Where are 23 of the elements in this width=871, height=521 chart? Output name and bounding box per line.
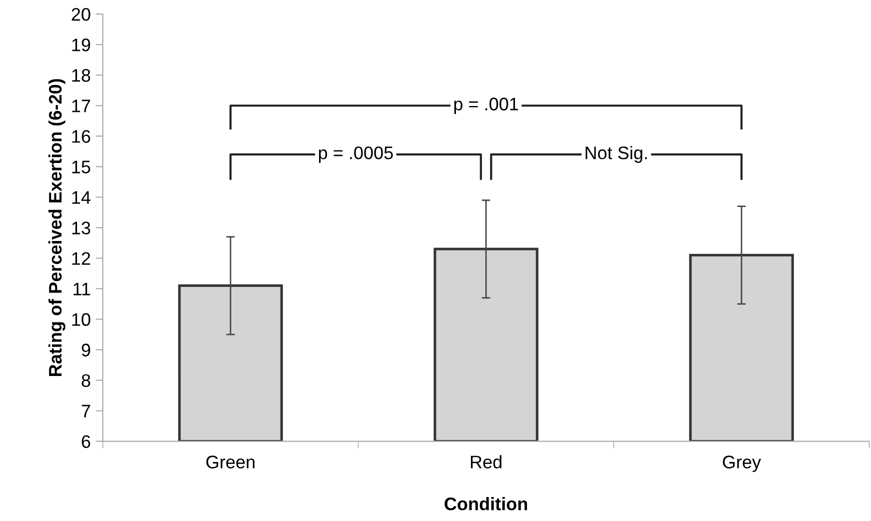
y-tick-label: 17 bbox=[72, 100, 90, 112]
y-tick-label: 16 bbox=[72, 130, 90, 143]
x-tick-label: Grey bbox=[722, 456, 762, 472]
y-tick-label: 18 bbox=[72, 69, 90, 82]
x-tick-label: Red bbox=[470, 455, 502, 468]
y-tick-label: 8 bbox=[82, 374, 90, 387]
y-tick-label: 13 bbox=[72, 222, 90, 234]
y-tick-label: 15 bbox=[72, 160, 90, 174]
annotation: p = .0005 bbox=[318, 146, 393, 163]
x-tick-label: Green bbox=[206, 456, 254, 468]
y-tick-label: 10 bbox=[72, 313, 90, 326]
y-axis-title: Rating of Perceived Exertion (6-20) bbox=[48, 79, 66, 376]
y-tick-label: 20 bbox=[72, 8, 90, 21]
annotation: Not Sig. bbox=[586, 146, 647, 163]
annotation: p = .001 bbox=[454, 98, 518, 114]
y-tick-label: 14 bbox=[72, 191, 90, 204]
y-tick-label: 6 bbox=[82, 435, 90, 448]
y-tick-label: 7 bbox=[82, 404, 90, 418]
y-tick-label: 9 bbox=[82, 344, 90, 356]
y-tick-label: 11 bbox=[74, 282, 90, 296]
y-tick-label: 12 bbox=[72, 252, 90, 265]
y-tick-label: 19 bbox=[72, 38, 90, 52]
x-axis-title: Condition bbox=[444, 497, 528, 510]
